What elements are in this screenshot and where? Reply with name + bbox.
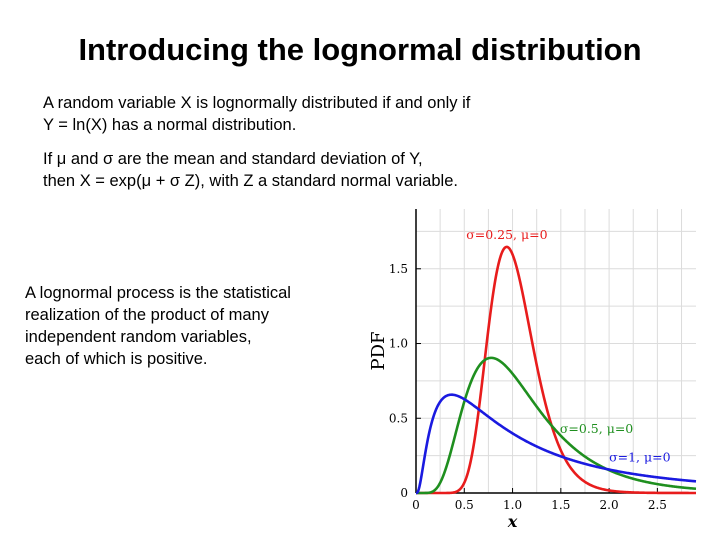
definition-line-1: A random variable X is lognormally distr… — [43, 94, 471, 112]
x-tick-label: 0 — [412, 498, 420, 512]
chart-labels: 0 0.5 1.0 1.5 2.0 2.5 0 0.5 1.0 1.5 x PDF σ=0.25, μ=… — [368, 227, 671, 531]
parameters-paragraph: If μ and σ are the mean and standard dev… — [43, 148, 603, 192]
series-line-0 — [415, 245, 697, 495]
process-line-4: each of which is positive. — [25, 350, 208, 368]
definition-paragraph: A random variable X is lognormally distr… — [43, 92, 603, 136]
y-axis-title: PDF — [368, 331, 389, 370]
process-line-3: independent random variables, — [25, 328, 252, 346]
chart-grid — [416, 209, 696, 493]
y-tick-label: 0.5 — [389, 411, 408, 425]
y-tick-label: 1.5 — [389, 262, 408, 276]
process-paragraph: A lognormal process is the statistical r… — [25, 282, 365, 370]
y-tick-label: 0 — [400, 486, 408, 500]
series-line-1 — [415, 356, 697, 495]
series-label-1: σ=0.5, μ=0 — [560, 421, 633, 436]
parameters-line-1: If μ and σ are the mean and standard dev… — [43, 150, 423, 168]
x-tick-label: 2.5 — [648, 498, 667, 512]
series-line-2 — [415, 393, 697, 495]
process-line-1: A lognormal process is the statistical — [25, 284, 291, 302]
parameters-line-2: then X = exp(μ + σ Z), with Z a standard… — [43, 172, 458, 190]
series-label-0: σ=0.25, μ=0 — [466, 227, 547, 242]
series-label-2: σ=1, μ=0 — [609, 450, 671, 465]
x-tick-label: 1.0 — [503, 498, 522, 512]
x-tick-label: 2.0 — [600, 498, 619, 512]
x-tick-label: 1.5 — [551, 498, 570, 512]
y-tick-label: 1.0 — [389, 337, 408, 351]
definition-line-2: Y = ln(X) has a normal distribution. — [43, 116, 297, 134]
process-line-2: realization of the product of many — [25, 306, 269, 324]
slide-title: Introducing the lognormal distribution — [78, 32, 642, 67]
x-tick-label: 0.5 — [455, 498, 474, 512]
chart-series — [415, 245, 697, 495]
lognormal-pdf-chart: 0 0.5 1.0 1.5 2.0 2.5 0 0.5 1.0 1.5 x PDF σ=0.25, μ=… — [368, 209, 697, 531]
x-axis-title: x — [507, 512, 518, 531]
